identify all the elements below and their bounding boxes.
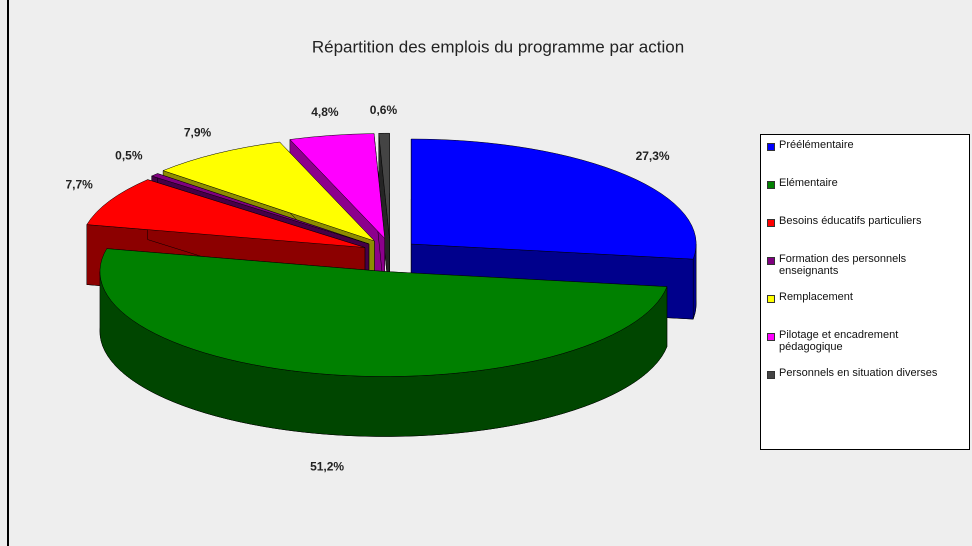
legend-swatch	[767, 257, 775, 265]
data-label: 0,6%	[370, 103, 398, 117]
legend-item: Besoins éducatifs particuliers	[767, 215, 963, 253]
data-label: 7,9%	[184, 125, 212, 139]
slice-top	[86, 179, 366, 248]
legend-label: Remplacement	[779, 291, 853, 303]
legend-label: Personnels en situation diverses	[779, 367, 938, 379]
legend-swatch	[767, 219, 775, 227]
legend-label: Préélémentaire	[779, 139, 854, 151]
legend-label: Pilotage et encadrement pédagogique	[779, 329, 899, 353]
legend-item: Personnels en situation diverses	[767, 367, 963, 405]
legend-label: Formation des personnels enseignants	[779, 253, 907, 277]
legend-item: Remplacement	[767, 291, 963, 329]
pie-slice	[99, 248, 668, 437]
legend-label: Elémentaire	[779, 177, 838, 189]
legend-swatch	[767, 371, 775, 379]
data-label: 0,5%	[115, 149, 143, 163]
legend-swatch	[767, 181, 775, 189]
legend: Préélémentaire Elémentaire Besoins éducati…	[760, 134, 970, 450]
legend-swatch	[767, 143, 775, 151]
slice-top	[150, 173, 370, 245]
legend-item: Préélémentaire	[767, 139, 963, 177]
legend-item: Elémentaire	[767, 177, 963, 215]
legend-swatch	[767, 333, 775, 341]
legend-swatch	[767, 295, 775, 303]
slice-top	[410, 138, 697, 260]
slice-top	[99, 248, 668, 377]
legend-item: Formation des personnels enseignants	[767, 253, 963, 291]
slice-top	[378, 132, 390, 239]
legend-item: Pilotage et encadrement pédagogique	[767, 329, 963, 367]
data-label: 51,2%	[310, 459, 344, 473]
data-label: 7,7%	[65, 177, 93, 191]
data-label: 4,8%	[311, 105, 339, 119]
slice-top	[162, 141, 375, 242]
data-label: 27,3%	[636, 149, 670, 163]
legend-label: Besoins éducatifs particuliers	[779, 215, 922, 227]
slice-top	[289, 133, 386, 240]
chart-title: Répartition des emplois du programme par…	[312, 37, 684, 56]
